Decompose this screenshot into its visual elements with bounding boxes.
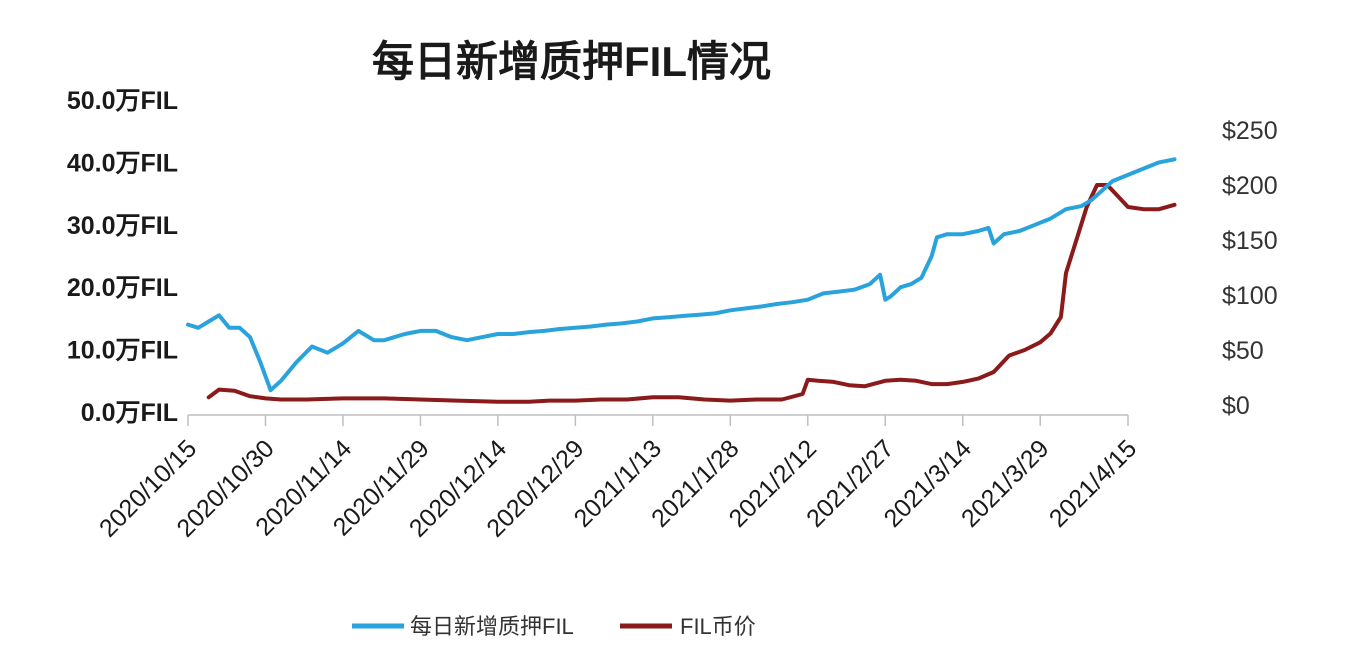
y-left-tick-label: 20.0万FIL [67,274,178,302]
y-right-tick-label: $50 [1222,337,1264,365]
y-left-tick-label: 50.0万FIL [67,87,178,115]
line-fil-price [206,183,1177,404]
y-left-tick-label: 0.0万FIL [81,399,178,427]
y-right-tick-label: $100 [1222,282,1278,310]
x-tick-label: 2021/4/15 [1044,434,1142,532]
y-right-tick-label: $0 [1222,392,1250,420]
x-axis: 2020/10/152020/10/302020/11/142020/11/29… [94,415,1142,543]
chart-title: 每日新增质押FIL情况 [372,38,771,85]
y-right-tick-label: $200 [1222,172,1278,200]
series-daily-pledge [186,157,1177,393]
y-axis-left: 0.0万FIL 10.0万FIL 20.0万FIL 30.0万FIL 40.0万FIL 5… [67,87,178,427]
legend-label-price: FIL币价 [680,614,756,639]
series-fil-price [206,183,1177,404]
y-left-tick-label: 40.0万FIL [67,149,178,177]
legend: 每日新增质押FIL FIL币价 [352,614,756,639]
y-left-tick-label: 30.0万FIL [67,212,178,240]
legend-label-pledge: 每日新增质押FIL [410,614,574,639]
line-daily-pledge [186,157,1177,393]
y-axis-right: $0 $50 $100 $150 $200 $250 [1222,117,1278,420]
y-right-tick-label: $150 [1222,227,1278,255]
y-right-tick-label: $250 [1222,117,1278,145]
y-left-tick-label: 10.0万FIL [67,337,178,365]
